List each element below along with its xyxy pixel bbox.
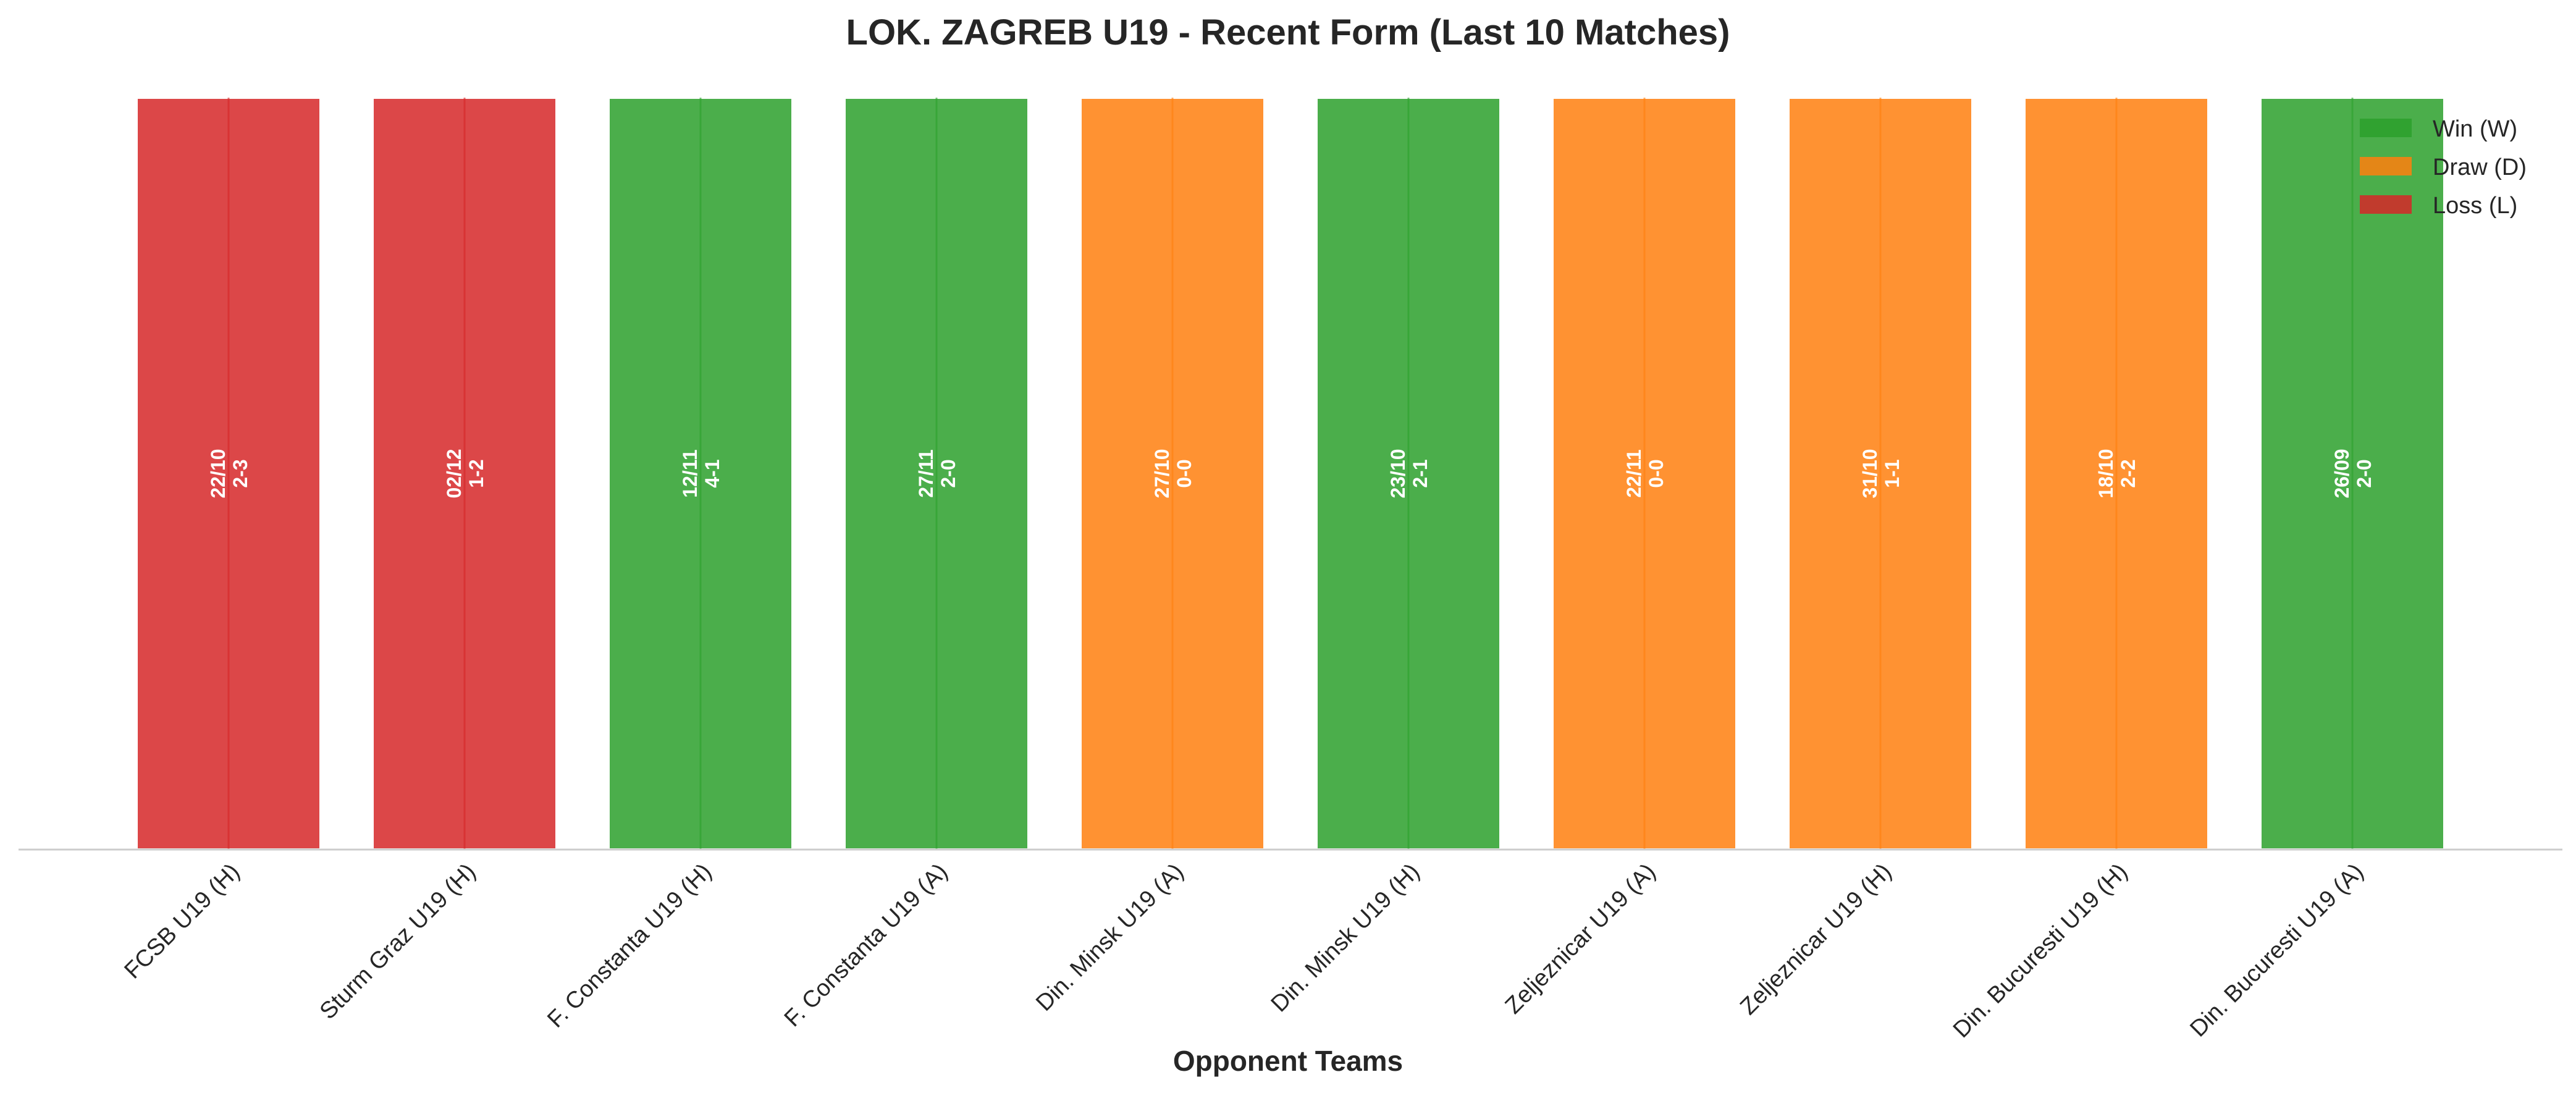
bars-layer: 22/102-3 02/121-2 12/114-1 27/112-0 27/100-0… <box>135 96 2446 851</box>
x-tick-label: Sturm Graz U19 (H) <box>315 859 481 1025</box>
x-tick-label: Din. Bucuresti U19 (H) <box>1948 859 2132 1043</box>
bar-group: 27/100-0 <box>1079 96 1266 851</box>
bar-label: 02/121-2 <box>443 449 487 498</box>
bar-label: 27/112-0 <box>915 449 959 497</box>
match-date: 22/10 <box>207 449 229 498</box>
match-score: 1-1 <box>1881 459 1903 487</box>
match-date: 31/10 <box>1859 449 1881 498</box>
legend-label: Draw (D) <box>2433 154 2527 180</box>
bar-group: 02/121-2 <box>371 96 558 851</box>
match-date: 26/09 <box>2331 449 2353 498</box>
match-date: 02/12 <box>443 449 465 498</box>
bar-group: 18/102-2 <box>2023 96 2210 851</box>
bar-label: 23/102-1 <box>1387 449 1431 498</box>
legend: Win (W) Draw (D) Loss (L) <box>2360 116 2527 219</box>
chart-title: LOK. ZAGREB U19 - Recent Form (Last 10 M… <box>846 12 1730 53</box>
x-tick-label: Din. Minsk U19 (A) <box>1031 859 1189 1016</box>
x-tick-label: FCSB U19 (H) <box>119 859 245 984</box>
bar-group: 27/112-0 <box>843 96 1030 851</box>
bar-label: 22/110-0 <box>1623 449 1667 497</box>
match-date: 23/10 <box>1387 449 1409 498</box>
x-tick-label: Din. Minsk U19 (H) <box>1266 859 1425 1018</box>
legend-label: Win (W) <box>2433 116 2517 142</box>
bar-group: 23/102-1 <box>1315 96 1502 851</box>
match-date: 27/10 <box>1151 449 1173 498</box>
match-date: 22/11 <box>1623 449 1645 497</box>
bar-label: 22/102-3 <box>207 449 251 498</box>
legend-swatch <box>2360 195 2412 214</box>
bar-label: 18/102-2 <box>2095 449 2139 498</box>
bar-group: 12/114-1 <box>607 96 794 851</box>
match-date: 12/11 <box>679 449 701 497</box>
x-axis-label: Opponent Teams <box>1173 1045 1403 1077</box>
match-score: 2-1 <box>1409 459 1431 487</box>
legend-swatch <box>2360 157 2412 175</box>
bar-group: 22/102-3 <box>135 96 322 851</box>
match-score: 2-3 <box>229 459 251 487</box>
x-tick-label: Zeljeznicar U19 (H) <box>1735 859 1896 1020</box>
x-tick-label: Zeljeznicar U19 (A) <box>1501 859 1661 1019</box>
x-tick-label: F. Constanta U19 (A) <box>780 859 953 1032</box>
bar-group: 31/101-1 <box>1787 96 1974 851</box>
legend-swatch <box>2360 119 2412 137</box>
bar-group: 26/092-0 <box>2259 96 2446 851</box>
match-date: 18/10 <box>2095 449 2117 498</box>
bar-label: 31/101-1 <box>1859 449 1903 498</box>
match-score: 0-0 <box>1173 459 1195 487</box>
match-date: 27/11 <box>915 449 937 497</box>
match-score: 0-0 <box>1645 459 1667 487</box>
bar-label: 12/114-1 <box>679 449 723 497</box>
bar-label: 27/100-0 <box>1151 449 1195 498</box>
legend-label: Loss (L) <box>2433 193 2517 219</box>
match-score: 2-2 <box>2117 459 2139 487</box>
match-score: 2-0 <box>937 459 959 487</box>
match-score: 4-1 <box>701 459 723 487</box>
bar-label: 26/092-0 <box>2331 449 2375 498</box>
x-tick-label: F. Constanta U19 (H) <box>542 859 717 1033</box>
x-tick-labels: FCSB U19 (H) Sturm Graz U19 (H) F. Constan… <box>119 859 2368 1043</box>
bar-group: 22/110-0 <box>1551 96 1738 851</box>
x-tick-label: Din. Bucuresti U19 (A) <box>2185 859 2368 1042</box>
match-score: 1-2 <box>465 459 487 487</box>
match-score: 2-0 <box>2353 459 2375 487</box>
